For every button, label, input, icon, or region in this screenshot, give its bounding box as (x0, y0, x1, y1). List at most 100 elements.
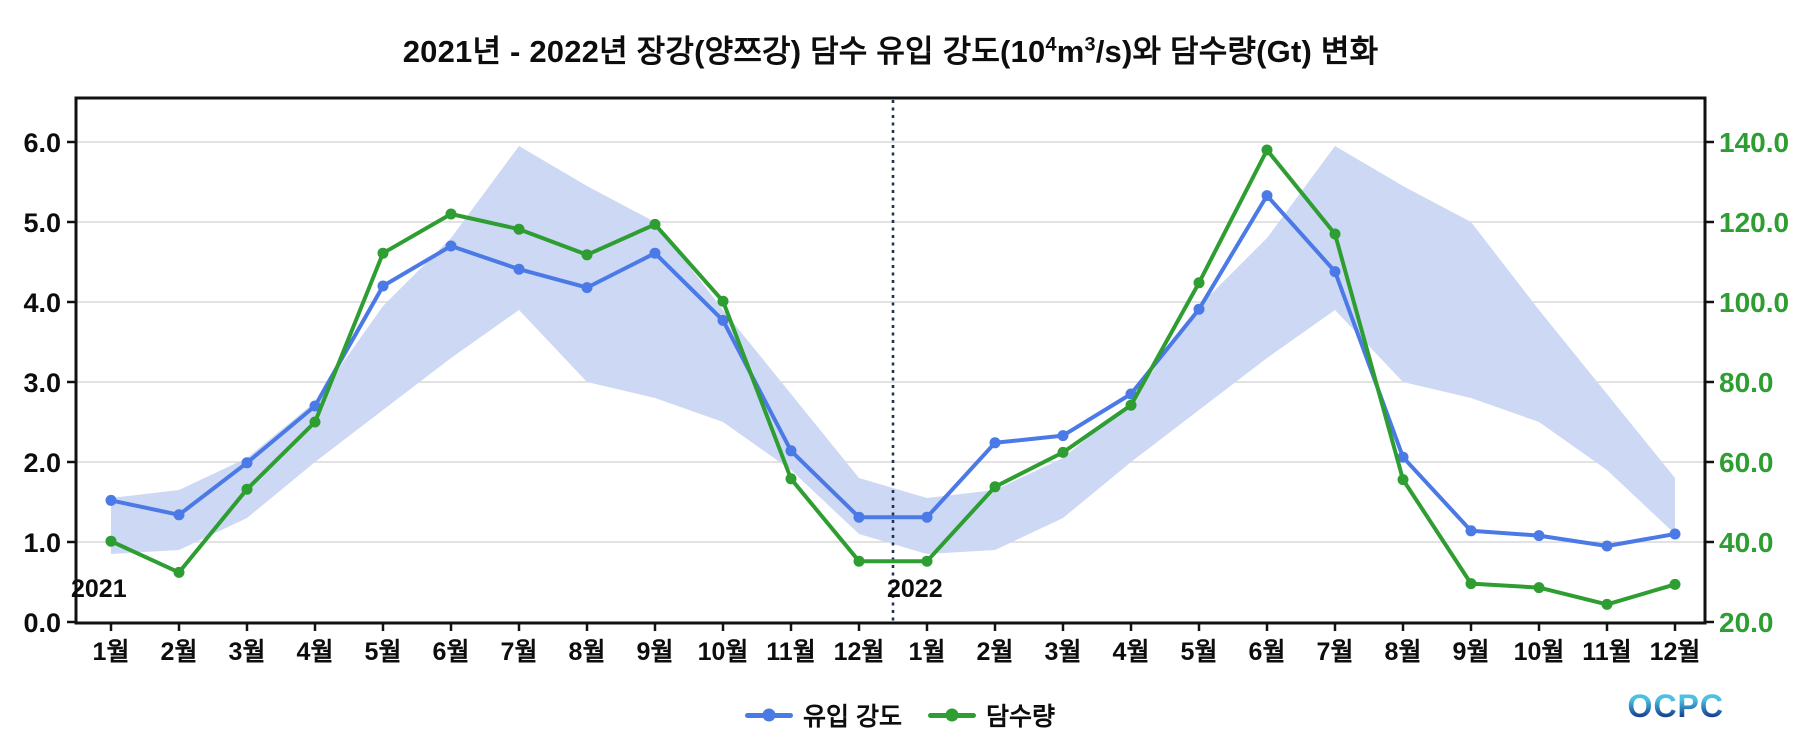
right-tick-label: 60.0 (1719, 447, 1774, 478)
inflow-intensity-marker (785, 445, 797, 457)
inflow-intensity-marker (1601, 540, 1613, 552)
freshwater-amount-marker (1465, 578, 1477, 590)
inflow-intensity-marker (1533, 530, 1545, 542)
ocpc-logo: OCPC (1627, 688, 1724, 724)
freshwater-amount-marker (309, 416, 321, 428)
year-label: 2021 (71, 575, 127, 603)
x-tick-label: 9월 (1453, 638, 1490, 666)
inflow-intensity-marker (445, 240, 457, 252)
inflow-intensity-marker (989, 437, 1001, 449)
inflow-intensity-marker (513, 263, 525, 275)
left-tick-label: 5.0 (23, 208, 61, 238)
x-tick-label: 9월 (637, 638, 674, 666)
x-tick-label: 7월 (1317, 638, 1354, 666)
x-tick-label: 3월 (229, 638, 266, 666)
inflow-intensity-line (109, 193, 1677, 548)
x-tick-label: 10월 (698, 638, 749, 666)
left-tick-label: 3.0 (23, 368, 61, 398)
x-tick-label: 12월 (1650, 638, 1701, 666)
inflow-intensity-marker (581, 282, 593, 294)
freshwater-amount-marker (649, 218, 661, 230)
legend-line-marker-green (927, 708, 976, 722)
inflow-intensity-marker (1465, 525, 1477, 537)
inflow-intensity-marker (649, 247, 661, 259)
right-tick-label: 140.0 (1719, 127, 1789, 158)
freshwater-amount-marker (1329, 228, 1341, 240)
right-tick-label: 40.0 (1719, 527, 1774, 558)
legend-label-inflow-intensity: 유입 강도 (803, 703, 902, 731)
legend-dot-blue (762, 708, 776, 722)
freshwater-amount-marker (921, 555, 933, 567)
inflow-intensity-marker (241, 457, 253, 469)
year-label: 2022 (887, 575, 943, 603)
x-tick-label: 1월 (93, 638, 130, 666)
legend-item-freshwater-amount: 담수량 (927, 697, 1055, 733)
title-superscript-4: 4 (1045, 33, 1057, 56)
inflow-intensity-marker (173, 509, 185, 521)
plot-frame (74, 96, 1707, 625)
climatology-band (111, 146, 1675, 554)
x-tick-label: 3월 (1045, 638, 1082, 666)
x-tick-label: 10월 (1514, 638, 1565, 666)
x-tick-label: 7월 (501, 638, 538, 666)
inflow-intensity-marker (1057, 430, 1069, 442)
freshwater-amount-marker (1057, 446, 1069, 458)
title-unit-m: m (1056, 34, 1085, 69)
inflow-intensity-marker (1397, 451, 1409, 463)
inflow-intensity-marker (377, 280, 389, 292)
right-tick-label: 120.0 (1719, 207, 1789, 238)
freshwater-amount-marker (173, 566, 185, 578)
freshwater-amount-marker (989, 481, 1001, 493)
freshwater-amount-marker (377, 247, 389, 259)
x-tick-label: 6월 (1249, 638, 1286, 666)
x-tick-label: 5월 (1181, 638, 1218, 666)
x-tick-label: 1월 (909, 638, 946, 666)
freshwater-amount-marker (785, 473, 797, 485)
inflow-intensity-marker (1669, 528, 1681, 540)
freshwater-amount-line (109, 148, 1677, 607)
x-tick-label: 11월 (1582, 638, 1631, 666)
x-tick-label: 12월 (834, 638, 885, 666)
left-tick-label: 0.0 (23, 608, 61, 638)
x-tick-label: 4월 (297, 638, 334, 666)
legend-line-marker-blue (745, 708, 794, 722)
freshwater-amount-marker (581, 249, 593, 261)
freshwater-amount-marker (717, 295, 729, 307)
freshwater-amount-marker (1193, 277, 1205, 289)
right-tick-label: 20.0 (1719, 607, 1774, 638)
freshwater-amount-marker (1533, 582, 1545, 594)
freshwater-amount-marker (105, 535, 117, 547)
freshwater-amount-marker (1125, 399, 1137, 411)
freshwater-amount-marker (241, 483, 253, 495)
legend-item-inflow-intensity: 유입 강도 (745, 697, 902, 733)
x-tick-label: 4월 (1113, 638, 1150, 666)
freshwater-amount-marker (1601, 598, 1613, 610)
x-tick-label: 8월 (569, 638, 606, 666)
chart-legend: 유입 강도 담수량 (0, 697, 1800, 733)
left-tick-label: 4.0 (23, 288, 61, 318)
inflow-intensity-marker (853, 511, 865, 523)
left-tick-label: 1.0 (23, 528, 61, 558)
right-tick-label: 80.0 (1719, 367, 1774, 398)
inflow-intensity-marker (921, 511, 933, 523)
title-superscript-3: 3 (1084, 33, 1096, 56)
title-text: 2021년 - 2022년 장강(양쯔강) 담수 유입 강도(10 (402, 34, 1046, 69)
x-tick-label: 11월 (766, 638, 815, 666)
freshwater-amount-marker (853, 555, 865, 567)
inflow-intensity-marker (1261, 190, 1273, 202)
inflow-intensity-marker (1193, 303, 1205, 315)
x-tick-label: 5월 (365, 638, 402, 666)
inflow-intensity-marker (105, 494, 117, 506)
freshwater-amount-marker (1669, 578, 1681, 590)
freshwater-amount-marker (1397, 474, 1409, 486)
inflow-intensity-marker (1329, 266, 1341, 278)
left-tick-label: 2.0 (23, 448, 61, 478)
left-tick-label: 6.0 (23, 128, 61, 158)
right-tick-label: 100.0 (1719, 287, 1789, 318)
x-tick-label: 8월 (1385, 638, 1422, 666)
freshwater-amount-marker (1261, 144, 1273, 156)
freshwater-amount-marker (445, 208, 457, 220)
legend-dot-green (945, 708, 959, 722)
